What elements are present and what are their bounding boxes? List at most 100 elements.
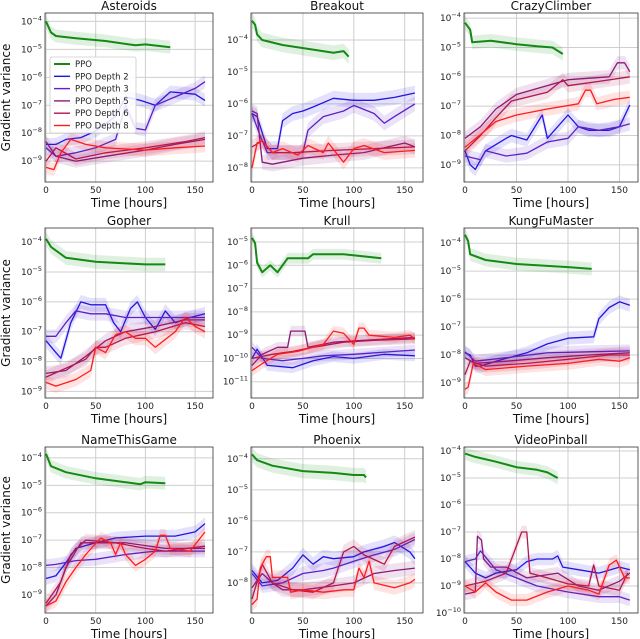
series-band-ppo-depth-3 (46, 304, 205, 344)
y-tick-label: 10−5 (440, 41, 461, 54)
axes-frame (250, 446, 424, 614)
series-line-ppo-depth-5 (45, 138, 206, 162)
x-axis-label: Time [hours] (512, 627, 589, 639)
y-tick-label: 10−6 (227, 97, 248, 110)
subplot-asteroids: 0 50 100 150 10−4 10−5 10−6 10−7 10−8 10−9 Asteroi… (0, 0, 214, 210)
series-line-ppo-depth-5 (45, 542, 205, 607)
y-tick-exponent: −9 (32, 588, 42, 596)
subplot-namethisgame: 0 50 100 150 10−4 10−5 10−6 10−7 10−8 10−9 NameThi… (0, 433, 214, 639)
y-tick-exponent: −6 (451, 498, 461, 506)
x-tick-label: 150 (187, 617, 204, 627)
y-tick-exponent: −6 (451, 70, 461, 78)
plot-area (464, 15, 631, 177)
y-tick-label: 10−10 (223, 351, 248, 364)
x-tick-label: 0 (249, 617, 255, 627)
y-tick-exponent: −6 (32, 506, 42, 514)
y-tick-label: 10−10 (436, 606, 461, 619)
y-tick-label: 10−6 (440, 292, 461, 305)
legend: PPO PPO Depth 2 PPO Depth 3 PPO Depth 5 PPO … (49, 56, 137, 134)
y-tick-exponent: −7 (32, 325, 42, 333)
series-band-ppo-depth-2 (465, 295, 630, 373)
x-tick-label: 100 (559, 186, 576, 196)
x-tick-label: 100 (137, 186, 154, 196)
x-tick-label: 50 (90, 617, 102, 627)
y-tick-label: 10−8 (21, 561, 42, 574)
x-tick-label: 0 (462, 402, 468, 412)
x-tick-label: 0 (43, 186, 49, 196)
series-band-ppo-depth-8 (465, 554, 630, 607)
series-band-ppo-depth-8 (252, 549, 415, 612)
series-line-ppo-depth-3 (251, 103, 416, 154)
series-line-ppo-depth-5 (45, 319, 205, 375)
y-tick-exponent: −9 (238, 328, 248, 336)
x-tick-label: 150 (396, 617, 413, 627)
series-band-ppo-depth-8 (465, 83, 630, 154)
y-tick-label: 10−9 (440, 158, 461, 171)
plot-area (251, 232, 416, 376)
y-tick-label: 10−8 (440, 552, 461, 565)
series-band-ppo-depth-2 (465, 549, 630, 585)
y-tick-label: 10−6 (440, 70, 461, 83)
y-tick-exponent: −8 (238, 161, 248, 169)
y-tick-label: 10−7 (227, 282, 248, 295)
series-band-ppo (465, 15, 563, 61)
subplot-title: VideoPinball (514, 433, 587, 447)
y-tick-label: 10−7 (227, 129, 248, 142)
series-band-ppo-depth-3 (46, 75, 205, 163)
y-tick-exponent: −10 (234, 351, 248, 359)
subplot-title: Asteroids (101, 0, 157, 13)
axes-frame (463, 12, 639, 183)
series-band-ppo-depth-5 (252, 325, 415, 371)
x-axis-label: Time [hours] (512, 412, 589, 426)
series-line-ppo-depth-5 (464, 62, 631, 139)
axes-frame (250, 227, 424, 399)
y-tick-exponent: −7 (238, 282, 248, 290)
y-tick-exponent: −6 (32, 70, 42, 78)
legend-item: PPO Depth 3 (54, 85, 129, 95)
series-line-ppo-depth-6 (464, 531, 629, 591)
y-tick-exponent: −7 (32, 98, 42, 106)
y-tick-exponent: −5 (238, 235, 248, 243)
x-tick-label: 100 (559, 617, 576, 627)
y-tick-label: 10−6 (21, 70, 42, 83)
series-line-ppo-depth-2 (464, 301, 631, 367)
series-band-ppo-depth-2 (252, 85, 415, 156)
y-tick-label: 10−8 (440, 129, 461, 142)
x-axis-label: Time [hours] (512, 196, 589, 210)
y-tick-label: 10−8 (21, 126, 42, 139)
y-tick-label: 10−6 (21, 295, 42, 308)
y-tick-exponent: −5 (32, 42, 42, 50)
x-tick-label: 50 (511, 617, 523, 627)
y-tick-label: 10−9 (227, 328, 248, 341)
subplot-gopher: 0 50 100 150 10−4 10−5 10−6 10−7 10−8 10−9 Gopher T… (0, 214, 214, 426)
y-tick-label: 10−4 (21, 235, 42, 248)
series-line-ppo-depth-2 (251, 541, 416, 584)
y-tick-exponent: −8 (451, 552, 461, 560)
y-tick-label: 10−5 (21, 42, 42, 55)
y-tick-exponent: −5 (451, 41, 461, 49)
plot-area (45, 15, 206, 176)
y-tick-exponent: −7 (32, 533, 42, 541)
y-tick-label: 10−9 (440, 579, 461, 592)
series-line-ppo-depth-8 (251, 327, 416, 372)
subplot-title: CrazyClimber (511, 0, 592, 13)
y-tick-exponent: −6 (238, 97, 248, 105)
x-axis-label: Time [hours] (298, 196, 375, 210)
series-line-ppo-depth-8 (45, 316, 206, 387)
x-tick-label: 150 (396, 186, 413, 196)
y-tick-label: 10−4 (21, 14, 42, 27)
y-tick-label: 10−4 (440, 236, 461, 249)
x-axis-label: Time [hours] (298, 627, 375, 639)
legend-item: PPO Depth 2 (54, 72, 129, 82)
y-tick-label: 10−7 (21, 98, 42, 111)
series-line-ppo-depth-5 (251, 567, 415, 591)
x-tick-label: 0 (462, 186, 468, 196)
series-band-ppo-depth-5 (252, 560, 415, 597)
series-line-ppo-depth-8 (45, 138, 206, 171)
y-tick-exponent: −4 (238, 33, 248, 41)
series-band-ppo-depth-8 (46, 310, 205, 393)
y-tick-label: 10−7 (227, 545, 248, 558)
series-band-ppo-depth-2 (46, 517, 205, 585)
series-band-ppo (465, 228, 592, 276)
y-tick-exponent: −7 (451, 320, 461, 328)
